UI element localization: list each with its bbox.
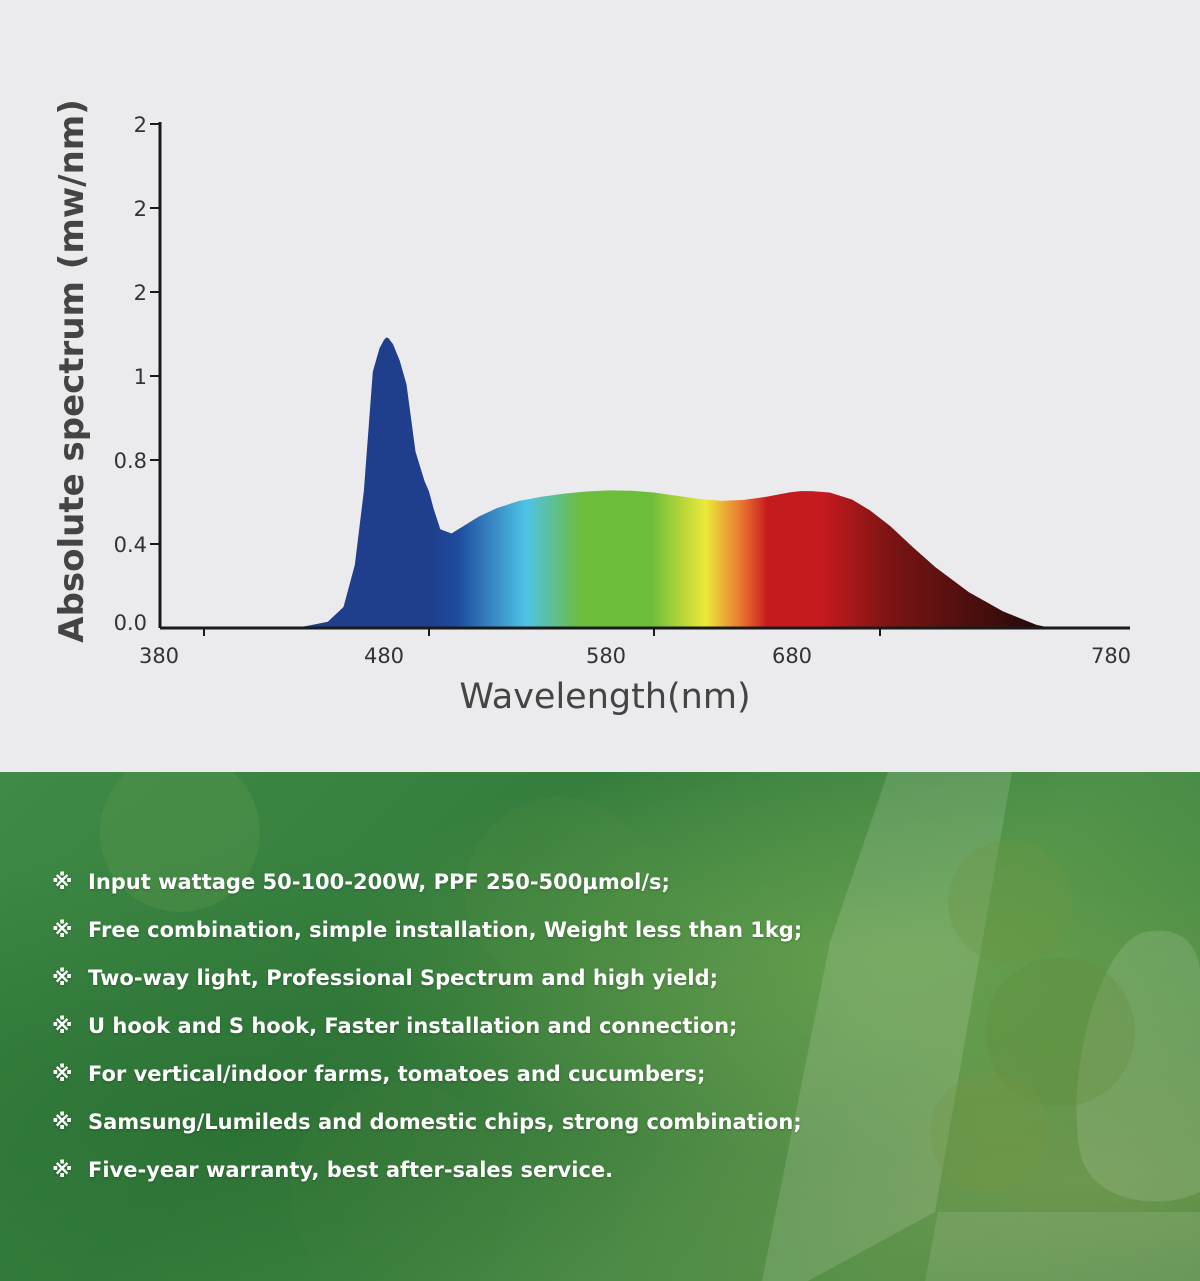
feature-item: ※ Two-way light, Professional Spectrum an… [52, 960, 802, 1008]
decorative-letter-base [925, 1212, 1200, 1281]
feature-list: ※ Input wattage 50-100-200W, PPF 250-500μ… [52, 864, 802, 1200]
y-tick-label: 2 [134, 281, 147, 305]
spectrum-area [159, 337, 1059, 628]
decorative-letter-stroke [762, 772, 1012, 1281]
y-ticks: 0.0 0.4 0.8 1 2 2 2 [114, 113, 160, 635]
reference-mark-icon: ※ [52, 1158, 73, 1182]
spectrum-chart: 380 480 580 680 780 0.0 0.4 0.8 1 2 2 2 Absolute s… [52, 99, 1132, 717]
x-axis-title: Wavelength(nm) [459, 677, 750, 717]
decorative-tomato [985, 957, 1135, 1107]
decorative-letter-bowl [1076, 930, 1200, 1202]
reference-mark-icon: ※ [52, 918, 73, 942]
reference-mark-icon: ※ [52, 1062, 73, 1086]
feature-item: ※ Five-year warranty, best after-sales se… [52, 1152, 802, 1200]
feature-item: ※ Free combination, simple installation, … [52, 912, 802, 960]
x-tick-label: 580 [586, 644, 626, 668]
y-tick-label: 2 [134, 113, 147, 137]
feature-item: ※ Samsung/Lumileds and domestic chips, st… [52, 1104, 802, 1152]
background-decoration [100, 772, 1200, 1281]
feature-text: Free combination, simple installation, W… [88, 918, 803, 942]
y-tick-label: 2 [134, 197, 147, 221]
plot-group: 380 480 580 680 780 0.0 0.4 0.8 1 2 2 2 [114, 113, 1131, 668]
reference-mark-icon: ※ [52, 1110, 73, 1134]
x-tick-label: 680 [772, 644, 812, 668]
y-tick-label: 0.8 [114, 449, 147, 473]
feature-item: ※ For vertical/indoor farms, tomatoes and… [52, 1056, 802, 1104]
decorative-tomato [948, 840, 1072, 964]
y-tick-label: 0.0 [114, 611, 147, 635]
feature-text: Five-year warranty, best after-sales ser… [88, 1158, 614, 1182]
reference-mark-icon: ※ [52, 870, 73, 894]
feature-text: Samsung/Lumileds and domestic chips, str… [88, 1110, 802, 1134]
feature-text: Two-way light, Professional Spectrum and… [88, 966, 719, 990]
x-tick-label: 780 [1091, 644, 1131, 668]
reference-mark-icon: ※ [52, 966, 73, 990]
x-tick-label: 480 [364, 644, 404, 668]
y-tick-label: 1 [134, 365, 147, 389]
x-ticks: 380 480 580 680 780 [139, 628, 1131, 668]
decorative-leaf [290, 1082, 510, 1281]
feature-text: For vertical/indoor farms, tomatoes and … [88, 1062, 706, 1086]
x-tick-label: 380 [139, 644, 179, 668]
features-panel: ※ Input wattage 50-100-200W, PPF 250-500μ… [0, 772, 1200, 1281]
decorative-leaf [465, 797, 655, 987]
feature-item: ※ Input wattage 50-100-200W, PPF 250-500μ… [52, 864, 802, 912]
y-tick-label: 0.4 [114, 533, 147, 557]
feature-text: U hook and S hook, Faster installation a… [88, 1014, 738, 1038]
reference-mark-icon: ※ [52, 1014, 73, 1038]
spectrum-chart-svg: 380 480 580 680 780 0.0 0.4 0.8 1 2 2 2 Absolute s… [52, 99, 1131, 717]
feature-item: ※ U hook and S hook, Faster installation … [52, 1008, 802, 1056]
decorative-leaf [100, 772, 260, 912]
feature-text: Input wattage 50-100-200W, PPF 250-500μm… [88, 870, 670, 894]
decorative-tomato [930, 1072, 1050, 1192]
y-axis-title: Absolute spectrum (mw/nm) [52, 99, 92, 643]
